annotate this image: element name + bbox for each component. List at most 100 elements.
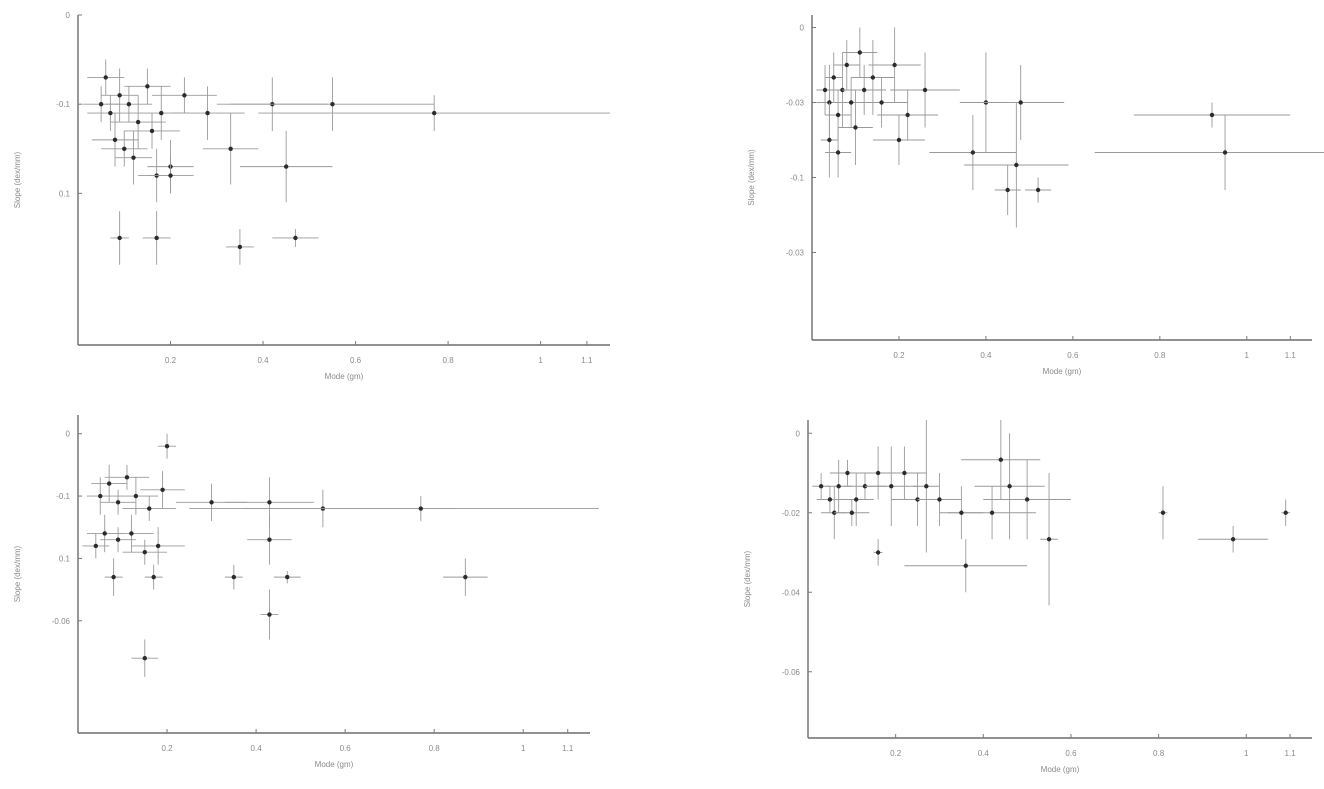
panel-bottom-right: 0.2 0.4 0.6 0.8 1 1.1 0 -0.02 -0.04 -0.06 Mode (gm…: [743, 420, 1312, 774]
data-point: [892, 62, 897, 68]
data-point: [827, 137, 832, 143]
x-tick-label: 1: [538, 356, 543, 365]
data-point: [98, 493, 103, 499]
data-point: [112, 137, 118, 143]
data-point: [103, 75, 108, 80]
y-axis-label: Slope (dex/mm): [13, 545, 22, 602]
data-point: [151, 574, 156, 580]
data-point: [168, 173, 173, 178]
data-point: [905, 112, 910, 118]
data-point: [135, 119, 141, 125]
data-point: [267, 537, 272, 542]
panel-bottom-left: 0.2 0.4 0.6 0.8 1 1.1 0 -0.1 0.1 -0.06 Mode (gm) Sl…: [13, 415, 599, 769]
x-axis-label: Mode (gm): [1043, 367, 1082, 376]
x-tick-label: 1.1: [1285, 749, 1297, 758]
data-point: [1046, 537, 1052, 542]
data-point: [1230, 537, 1236, 542]
data-point: [1283, 510, 1288, 515]
data-point: [959, 510, 964, 515]
data-point: [845, 470, 850, 476]
x-tick-label: 1.1: [562, 744, 574, 753]
x-tick-label: 0.2: [890, 749, 902, 758]
data-point: [1209, 112, 1215, 118]
y-tick-label: -0.03: [786, 249, 805, 258]
x-tick-label: 0.4: [980, 351, 992, 360]
data-point: [115, 537, 121, 542]
data-point: [836, 484, 841, 489]
data-point: [159, 110, 164, 116]
data-point: [164, 443, 170, 449]
data-point: [835, 112, 841, 118]
data-point: [889, 484, 894, 489]
data-point: [937, 497, 942, 502]
data-point: [122, 146, 127, 151]
x-tick-label: 1: [521, 744, 526, 753]
data-point: [131, 155, 136, 160]
data-point: [330, 101, 335, 107]
data-point: [831, 75, 836, 80]
data-point: [857, 50, 863, 55]
data-point: [93, 543, 99, 549]
data-point: [875, 550, 881, 555]
data-point: [870, 75, 876, 80]
data-point: [285, 574, 290, 580]
x-tick-label: 0.8: [1153, 749, 1165, 758]
data-point: [155, 543, 161, 549]
y-tick-label: 0: [66, 430, 71, 439]
data-point: [853, 125, 858, 130]
x-tick-label: 1.1: [581, 356, 593, 365]
data-point: [827, 497, 833, 502]
data-point: [231, 574, 237, 580]
data-point: [237, 244, 243, 250]
data-point: [142, 549, 147, 555]
data-point: [160, 487, 165, 493]
data-point: [117, 235, 122, 241]
data-point: [418, 506, 424, 511]
x-tick-label: 0.6: [350, 356, 362, 365]
x-axis-label: Mode (gm): [1041, 765, 1080, 774]
data-point: [102, 531, 107, 536]
data-point: [117, 93, 122, 98]
y-tick-label: -0.03: [786, 99, 805, 108]
data-point: [154, 235, 159, 241]
y-tick-label: -0.02: [782, 509, 801, 518]
data-point: [142, 655, 147, 661]
data-point: [209, 500, 214, 505]
data-point: [126, 101, 132, 107]
x-tick-label: 0.4: [978, 749, 990, 758]
data-point: [849, 510, 855, 515]
y-tick-label: -0.1: [56, 100, 70, 109]
data-point: [924, 484, 929, 489]
panel-top-left: 0.2 0.4 0.6 0.8 1 1.1 0 -0.1 0.1 Mode (gm) Slope (…: [13, 11, 610, 381]
data-point: [111, 574, 116, 580]
data-point: [1005, 187, 1010, 193]
x-tick-label: 1: [1244, 749, 1249, 758]
data-point: [896, 137, 902, 143]
data-point: [267, 500, 272, 505]
x-tick-label: 0.6: [1065, 749, 1077, 758]
data-point: [861, 87, 867, 93]
data-point: [145, 84, 150, 89]
y-axis-label: Slope (dex/mm): [743, 550, 752, 607]
data-point: [149, 128, 155, 134]
x-tick-label: 0.6: [340, 744, 352, 753]
data-point: [963, 563, 968, 568]
data-point: [228, 146, 233, 151]
data-point: [998, 457, 1004, 462]
data-point: [879, 100, 884, 105]
y-axis-label: Slope (dex/mm): [747, 149, 756, 206]
data-point: [875, 470, 881, 476]
x-tick-label: 0.2: [893, 351, 905, 360]
data-point: [108, 110, 113, 116]
data-point: [970, 150, 976, 155]
y-tick-label: -0.1: [56, 492, 70, 501]
data-point: [1018, 100, 1023, 105]
y-tick-label: 0: [796, 429, 801, 438]
data-point: [989, 510, 995, 515]
data-point: [98, 101, 104, 107]
data-point: [115, 500, 121, 505]
data-point: [205, 110, 210, 116]
data-point: [293, 235, 298, 241]
data-point: [1007, 484, 1012, 489]
